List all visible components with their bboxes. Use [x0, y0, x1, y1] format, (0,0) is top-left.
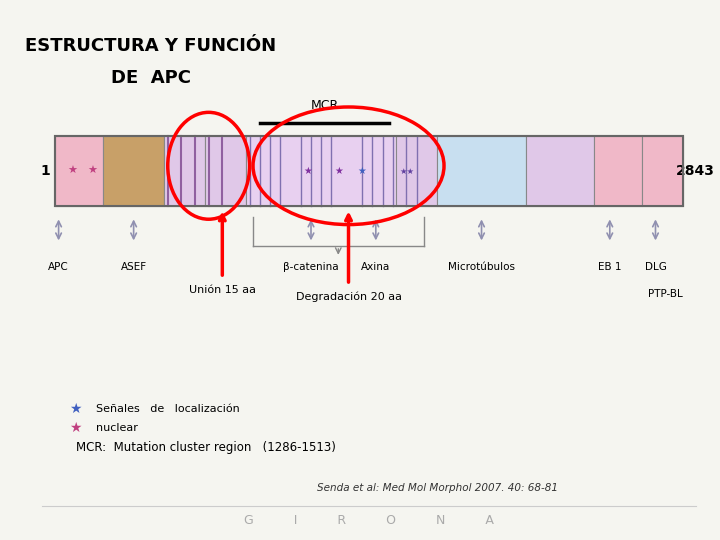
Text: 2843: 2843	[675, 164, 714, 178]
Bar	[526, 137, 594, 206]
Text: Senda et al: Med Mol Morphol 2007. 40: 68-81: Senda et al: Med Mol Morphol 2007. 40: 6…	[317, 483, 558, 493]
Text: APC: APC	[48, 262, 69, 272]
Text: Microtúbulos: Microtúbulos	[448, 262, 515, 272]
Text: ★: ★	[67, 166, 77, 176]
Text: Señales   de   localización: Señales de localización	[96, 404, 240, 414]
Text: 1: 1	[40, 164, 50, 178]
Bar	[55, 137, 683, 206]
Text: ★: ★	[69, 402, 82, 416]
Text: ESTRUCTURA Y FUNCIÓN: ESTRUCTURA Y FUNCIÓN	[25, 37, 276, 55]
Text: EB 1: EB 1	[598, 262, 621, 272]
Bar	[205, 137, 246, 206]
Text: ★: ★	[358, 166, 366, 176]
Text: ★: ★	[69, 421, 82, 435]
Text: ★: ★	[334, 166, 343, 176]
Text: Axina: Axina	[361, 262, 390, 272]
Text: Degradación 20 aa: Degradación 20 aa	[295, 292, 402, 302]
Text: Unión 15 aa: Unión 15 aa	[189, 285, 256, 295]
Text: MCR:  Mutation cluster region   (1286-1513): MCR: Mutation cluster region (1286-1513)	[76, 441, 336, 454]
Bar	[642, 137, 683, 206]
Text: β-catenina: β-catenina	[283, 262, 339, 272]
Bar	[437, 137, 526, 206]
Bar	[594, 137, 642, 206]
Bar	[246, 137, 396, 206]
Text: G          I          R          O          N          A: G I R O N A	[244, 514, 494, 526]
Bar	[396, 137, 437, 206]
Text: DE  APC: DE APC	[111, 69, 191, 86]
Text: MCR: MCR	[310, 99, 339, 112]
Text: ★: ★	[88, 166, 98, 176]
Bar	[55, 137, 683, 206]
Text: nuclear: nuclear	[96, 423, 138, 433]
Text: DLG: DLG	[644, 262, 667, 272]
Text: ★★: ★★	[399, 167, 414, 176]
Text: ASEF: ASEF	[120, 262, 147, 272]
Text: PTP-BL: PTP-BL	[648, 289, 683, 299]
Bar	[103, 137, 164, 206]
Bar	[164, 137, 205, 206]
Text: ★: ★	[303, 166, 312, 176]
Bar	[55, 137, 103, 206]
